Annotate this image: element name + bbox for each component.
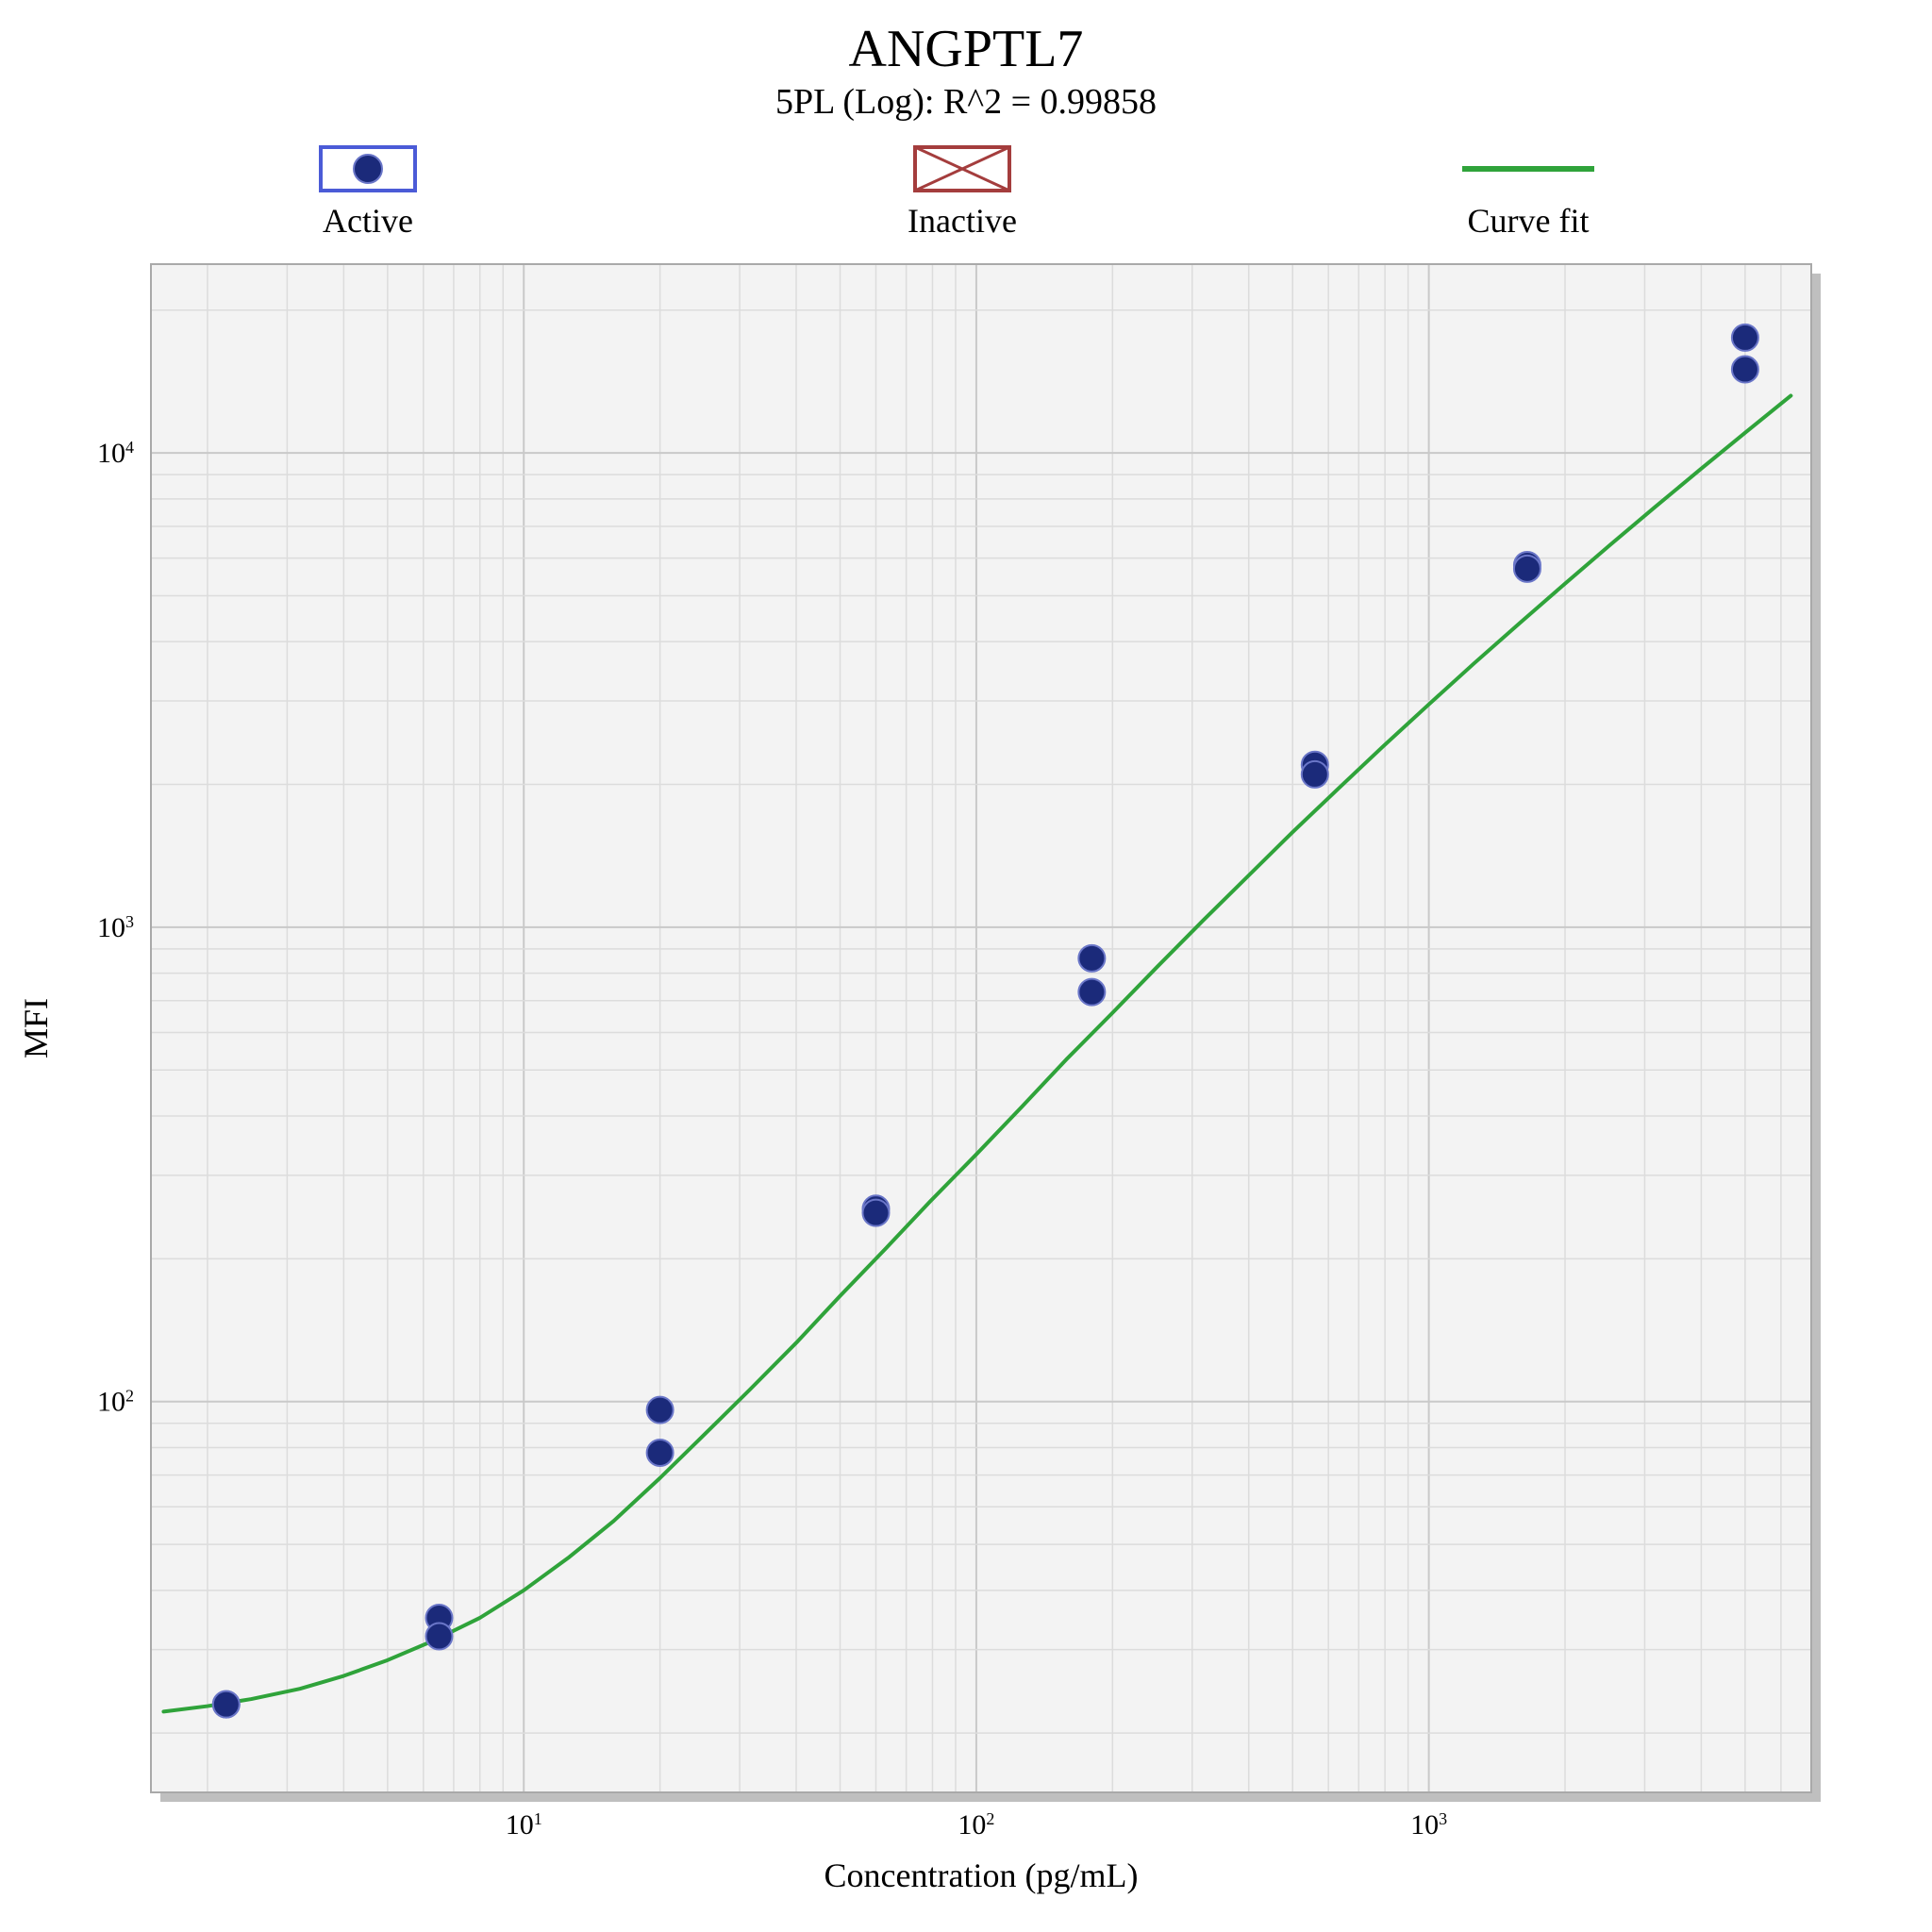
data-point: [862, 1200, 889, 1226]
data-point: [213, 1691, 240, 1718]
data-point: [1732, 325, 1758, 351]
legend-item: Inactive: [908, 147, 1017, 240]
axis-tick-label: 102: [97, 1387, 134, 1418]
data-point: [647, 1440, 674, 1466]
legend-label: Curve fit: [1468, 202, 1590, 240]
axis-tick-label: 103: [1410, 1809, 1447, 1840]
standard-curve-chart: ANGPTL75PL (Log): R^2 = 0.99858 101 102 103…: [0, 0, 1932, 1932]
data-point: [647, 1397, 674, 1424]
axis-tick-label: 104: [97, 438, 134, 469]
legend-label: Inactive: [908, 202, 1017, 240]
data-point: [425, 1624, 452, 1650]
data-point: [1302, 761, 1328, 788]
chart-subtitle: 5PL (Log): R^2 = 0.99858: [775, 82, 1157, 122]
x-axis-label: Concentration (pg/mL): [824, 1857, 1139, 1894]
chart-title: ANGPTL7: [849, 20, 1084, 78]
plot-background: [151, 264, 1811, 1792]
legend-active-marker-icon: [354, 155, 382, 183]
legend-label: Active: [323, 202, 413, 240]
data-point: [1078, 979, 1105, 1006]
axis-tick-label: 101: [506, 1809, 542, 1840]
data-point: [1078, 945, 1105, 972]
axis-tick-label: 102: [958, 1809, 994, 1840]
data-point: [1732, 357, 1758, 383]
legend-item: Active: [321, 147, 415, 240]
legend-item: Curve fit: [1462, 169, 1594, 240]
axis-tick-label: 103: [97, 912, 134, 943]
y-axis-label: MFI: [17, 998, 55, 1058]
data-point: [1514, 556, 1541, 582]
